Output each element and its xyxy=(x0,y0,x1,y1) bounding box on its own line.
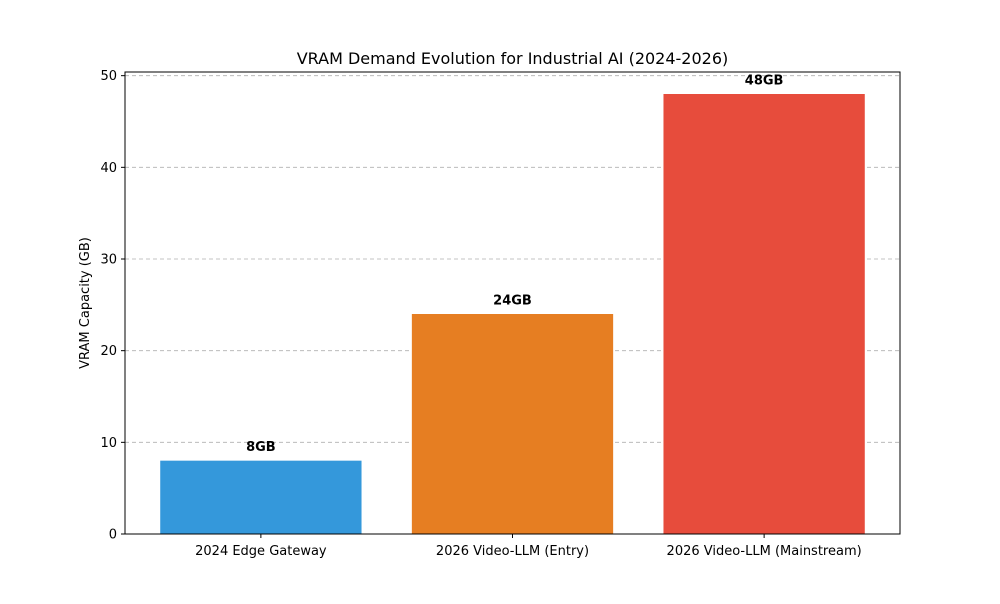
y-tick-label: 20 xyxy=(100,344,117,359)
bar xyxy=(663,94,865,534)
x-tick-label: 2026 Video-LLM (Mainstream) xyxy=(667,544,862,559)
bars xyxy=(160,94,865,534)
data-labels: 8GB 24GB 48GB xyxy=(246,73,783,455)
y-tick-label: 50 xyxy=(100,69,117,84)
bar-value-label: 24GB xyxy=(493,293,532,308)
bar-value-label: 48GB xyxy=(745,73,784,88)
bar-value-label: 8GB xyxy=(246,440,276,455)
x-tick-label: 2024 Edge Gateway xyxy=(195,544,327,559)
bar xyxy=(411,314,614,534)
y-tick-label: 0 xyxy=(109,528,117,543)
chart-title: VRAM Demand Evolution for Industrial AI … xyxy=(297,49,729,68)
y-tick-label: 10 xyxy=(100,436,117,451)
x-tick-label: 2026 Video-LLM (Entry) xyxy=(436,544,589,559)
y-tick-label: 40 xyxy=(100,161,117,176)
x-axis: 2024 Edge Gateway 2026 Video-LLM (Entry) 2… xyxy=(195,534,862,559)
y-axis: 0 10 20 30 40 50 xyxy=(100,69,125,543)
y-tick-label: 30 xyxy=(100,253,117,268)
bar xyxy=(160,460,362,534)
y-axis-label: VRAM Capacity (GB) xyxy=(78,237,93,369)
